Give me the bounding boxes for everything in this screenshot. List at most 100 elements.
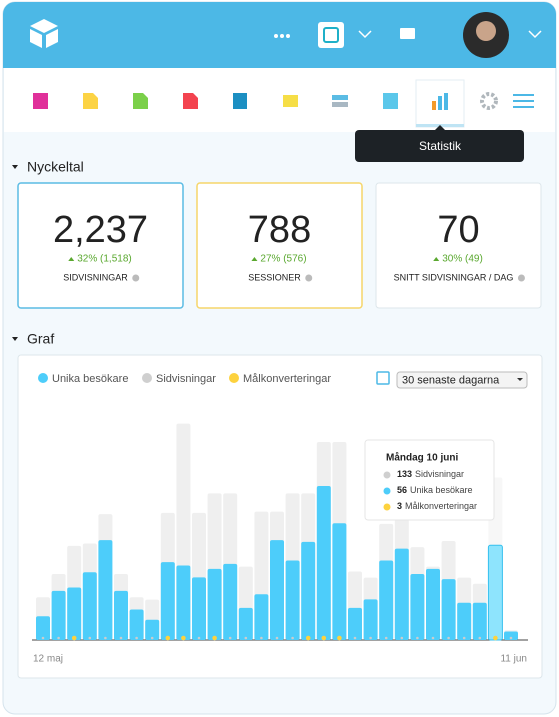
conversion-dot	[104, 636, 107, 640]
kpi-value: 2,237	[53, 209, 148, 251]
info-icon	[305, 274, 313, 282]
visitor-bar	[426, 568, 440, 640]
visitor-bar	[98, 540, 113, 640]
tooltip-row: 56 Unika besökare	[397, 485, 473, 495]
visitor-bar	[129, 609, 144, 640]
conversion-dot	[244, 636, 248, 640]
avatar-face	[476, 21, 496, 41]
kpi-card	[375, 182, 542, 309]
info-icon	[132, 274, 140, 282]
conversion-dot	[462, 636, 466, 640]
visitor-bar	[114, 590, 128, 640]
conversion-dot	[260, 636, 263, 640]
legend-label: Unika besökare	[52, 373, 128, 385]
kpi-label: SIDVISNINGAR	[63, 272, 128, 282]
conversion-dot	[88, 636, 92, 640]
visitor-bar	[441, 579, 456, 640]
visitor-bar	[51, 590, 66, 640]
conversion-dot	[384, 636, 388, 640]
x-tick-label: 12 maj	[33, 654, 63, 665]
select-arrow	[517, 378, 523, 381]
conversion-dot	[71, 635, 77, 641]
site-switch[interactable]	[318, 22, 344, 48]
kpi-value: 788	[248, 209, 311, 251]
toolbar-tooltip	[355, 130, 524, 162]
kpi-change: 32% (1,518)	[77, 254, 131, 265]
visitor-bar	[410, 574, 425, 640]
kpi-card	[17, 182, 184, 309]
visitor-bar	[285, 560, 300, 640]
visitor-bar	[301, 541, 316, 640]
section-title: Nyckeltal	[27, 159, 84, 175]
chevron[interactable]	[358, 30, 372, 39]
site-icon	[323, 27, 339, 43]
visitor-bar	[254, 594, 269, 640]
tooltip-swatch	[383, 471, 391, 479]
conversion-dot	[291, 636, 294, 640]
visitor-bar	[223, 563, 238, 640]
legend-swatch	[142, 373, 152, 383]
visitor-bar	[379, 560, 394, 640]
conversion-dot	[150, 636, 154, 640]
conversion-dot	[41, 636, 45, 640]
visitor-bar	[238, 607, 253, 640]
kpi-value: 70	[437, 209, 479, 251]
x-tick-label: 11 jun	[500, 654, 527, 665]
tooltip-value: 3	[397, 501, 402, 511]
visitor-bar	[67, 587, 82, 640]
conversion-dot	[119, 636, 123, 640]
up-arrow	[433, 257, 440, 261]
visitor-bar	[192, 577, 206, 640]
conversion-dot	[135, 636, 138, 640]
conversion-dot	[57, 636, 60, 640]
legend-swatch	[38, 373, 48, 383]
kpi-card	[196, 182, 363, 309]
top-bar	[3, 2, 556, 68]
chevron[interactable]	[528, 30, 542, 39]
conversion-dot	[337, 635, 342, 641]
collapse-arrow[interactable]	[12, 165, 18, 169]
collapse-arrow[interactable]	[12, 337, 18, 341]
visitor-bar	[457, 602, 472, 640]
legend-label: Sidvisningar	[156, 373, 216, 385]
visitor-bar	[348, 607, 362, 640]
tooltip-label: Unika besökare	[410, 485, 473, 495]
conversion-dot	[353, 636, 357, 640]
conversion-dot	[228, 636, 232, 640]
toolbar-icons[interactable]	[33, 79, 534, 128]
conversion-dot	[509, 636, 513, 640]
conversion-dot	[478, 636, 482, 640]
mail-icon[interactable]	[400, 28, 415, 39]
kpi-change: 27% (576)	[260, 254, 306, 265]
legend-swatch	[229, 373, 239, 383]
conversion-dot	[416, 636, 419, 640]
conversion-dot	[181, 635, 186, 641]
conversion-dot	[493, 635, 498, 641]
more-menu[interactable]	[274, 34, 290, 38]
range-select-text: 30 senaste dagarna	[402, 374, 500, 386]
info-icon	[517, 274, 525, 282]
conversion-dot	[275, 636, 279, 640]
conversion-dot	[165, 635, 171, 641]
visitor-bar	[487, 544, 503, 641]
visitor-bar	[176, 565, 191, 640]
kpi-change: 30% (49)	[442, 254, 483, 265]
conversion-dot	[321, 635, 327, 641]
legend-label: Målkonverteringar	[243, 373, 331, 385]
range-select[interactable]	[396, 371, 528, 389]
section-title: Graf	[27, 331, 54, 347]
tooltip-value: 133	[397, 469, 412, 479]
calendar-icon[interactable]	[376, 371, 390, 385]
visitor-bar	[160, 562, 175, 640]
logo[interactable]	[30, 19, 58, 48]
chart-tooltip	[364, 439, 495, 521]
conversion-dot	[369, 636, 372, 640]
visitor-bar	[145, 619, 160, 640]
visitor-bar	[270, 540, 284, 640]
chart-tooltip-title: Måndag 10 juni	[386, 452, 458, 464]
visitor-bar	[332, 523, 347, 640]
tooltip-text: Statistik	[419, 139, 462, 153]
conversion-dot	[305, 635, 311, 641]
tooltip-swatch	[383, 487, 391, 495]
conversion-dot	[197, 636, 201, 640]
